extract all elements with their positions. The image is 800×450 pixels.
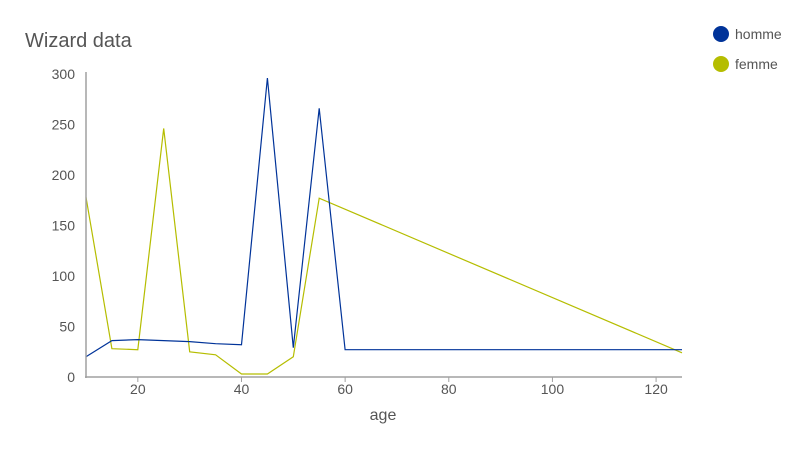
y-tick-label: 100 <box>52 268 76 284</box>
x-tick-label: 80 <box>441 381 457 397</box>
axes-layer <box>85 72 682 378</box>
y-tick-label: 0 <box>67 369 75 385</box>
chart-title: Wizard data <box>25 30 133 52</box>
legend-label-homme: homme <box>735 26 782 42</box>
y-tick-label: 250 <box>52 117 76 133</box>
y-tick-label: 200 <box>52 167 76 183</box>
x-axis-title: age <box>370 407 397 424</box>
series-layer <box>85 77 683 375</box>
x-axis-ticks: 20 40 60 80 100 120 <box>130 377 668 397</box>
legend-marker-femme <box>713 56 729 72</box>
x-tick-label: 60 <box>337 381 353 397</box>
x-tick-label: 100 <box>541 381 565 397</box>
legend: homme femme <box>713 26 782 72</box>
series-line-femme <box>85 128 683 375</box>
x-tick-label: 120 <box>644 381 668 397</box>
y-axis-ticks: 0 50 100 150 200 250 300 <box>52 66 76 385</box>
y-tick-label: 150 <box>52 218 76 234</box>
legend-label-femme: femme <box>735 56 778 72</box>
series-line-homme <box>85 77 682 358</box>
y-tick-label: 300 <box>52 66 76 82</box>
x-tick-label: 40 <box>234 381 250 397</box>
legend-marker-homme <box>713 26 729 42</box>
x-tick-label: 20 <box>130 381 146 397</box>
y-tick-label: 50 <box>59 319 75 335</box>
